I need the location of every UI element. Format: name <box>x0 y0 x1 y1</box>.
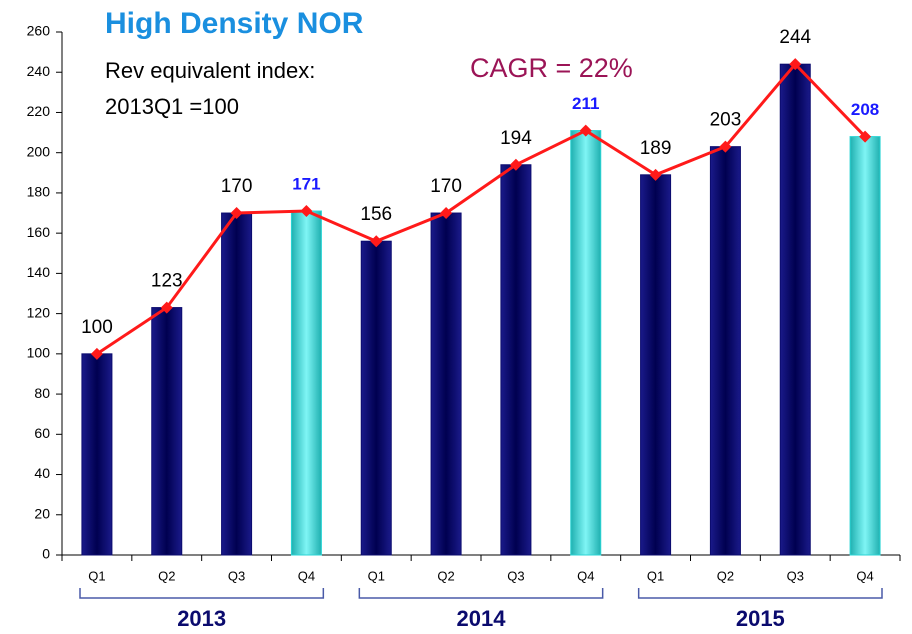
subtitle: Rev equivalent index: <box>105 58 315 83</box>
bar <box>221 212 253 556</box>
bar <box>151 307 183 556</box>
annotation: CAGR = 22% <box>470 53 633 83</box>
group-label: 2014 <box>457 606 507 631</box>
y-tick-label: 60 <box>34 425 50 441</box>
value-label: 208 <box>851 100 879 119</box>
value-label: 171 <box>292 175 320 194</box>
line-marker <box>230 207 243 220</box>
value-label: 170 <box>221 176 253 197</box>
line-marker <box>789 58 802 71</box>
group-bracket <box>358 588 604 599</box>
line-marker <box>370 235 383 248</box>
x-tick-label: Q2 <box>717 568 734 583</box>
bar <box>570 130 602 556</box>
line-marker <box>509 158 522 171</box>
y-tick-label: 120 <box>27 304 51 320</box>
x-tick-label: Q3 <box>507 568 524 583</box>
line-marker <box>859 130 872 143</box>
value-label: 189 <box>640 138 672 159</box>
y-tick-label: 240 <box>27 63 51 79</box>
x-tick-label: Q4 <box>856 568 873 583</box>
x-tick-label: Q4 <box>577 568 594 583</box>
value-label: 170 <box>430 176 462 197</box>
group-label: 2013 <box>177 606 226 631</box>
subtitle: 2013Q1 =100 <box>105 94 239 119</box>
bar <box>779 63 811 556</box>
group-bracket <box>637 588 883 599</box>
y-tick-label: 260 <box>27 23 51 39</box>
bar <box>500 164 532 556</box>
y-tick-label: 40 <box>34 465 50 481</box>
group-bracket <box>79 588 325 599</box>
bar <box>430 212 462 556</box>
x-tick-label: Q2 <box>158 568 175 583</box>
line-marker <box>719 140 732 153</box>
chart-title: High Density NOR <box>105 7 364 40</box>
value-label: 123 <box>151 271 183 292</box>
value-label: 211 <box>572 94 599 113</box>
line-marker <box>440 207 453 220</box>
y-tick-label: 200 <box>27 143 51 159</box>
y-tick-label: 0 <box>42 546 50 562</box>
bar <box>709 146 741 556</box>
line-marker <box>579 124 592 137</box>
y-tick-label: 160 <box>27 224 51 240</box>
y-tick-label: 80 <box>34 385 50 401</box>
bar <box>360 240 392 556</box>
x-tick-label: Q3 <box>228 568 245 583</box>
line <box>96 61 867 356</box>
x-tick-label: Q2 <box>437 568 454 583</box>
line-marker <box>160 301 173 314</box>
value-label: 244 <box>779 27 811 48</box>
line-marker <box>649 168 662 181</box>
value-label: 203 <box>710 110 742 131</box>
value-label: 100 <box>81 317 113 338</box>
x-tick-label: Q1 <box>368 568 385 583</box>
x-tick-label: Q3 <box>787 568 804 583</box>
x-tick-label: Q4 <box>298 568 315 583</box>
y-tick-label: 140 <box>27 264 51 280</box>
line-marker <box>300 205 313 218</box>
bar <box>81 353 113 556</box>
value-label: 156 <box>360 204 392 225</box>
y-tick-label: 180 <box>27 184 51 200</box>
x-tick-label: Q1 <box>88 568 105 583</box>
x-tick-label: Q1 <box>647 568 664 583</box>
y-tick-label: 20 <box>34 505 50 521</box>
bar <box>640 174 672 556</box>
y-tick-label: 220 <box>27 103 51 119</box>
line-marker <box>90 347 103 360</box>
group-label: 2015 <box>736 606 785 631</box>
value-label: 194 <box>500 128 532 149</box>
bar <box>290 210 322 556</box>
bar <box>849 136 881 556</box>
y-tick-label: 100 <box>27 345 51 361</box>
